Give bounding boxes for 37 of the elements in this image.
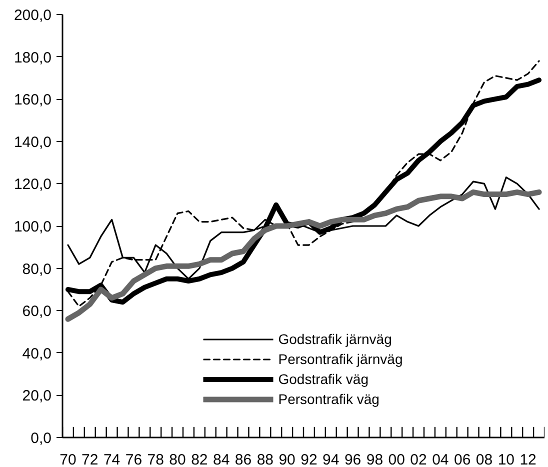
x-tick-label: 10: [498, 452, 515, 467]
x-tick-label: 90: [278, 452, 296, 467]
legend-label: Godstrafik järnväg: [278, 331, 392, 347]
x-tick-label: 76: [125, 452, 142, 467]
x-tick-label: 02: [410, 452, 427, 467]
legend-label: Godstrafik väg: [278, 371, 369, 387]
x-tick-label: 94: [322, 452, 340, 467]
y-tick-label: 60,0: [22, 303, 52, 320]
legend-label: Persontrafik järnväg: [278, 351, 403, 367]
y-tick-label: 160,0: [14, 92, 52, 109]
x-tick-label: 12: [520, 452, 536, 467]
x-tick-label: 84: [213, 452, 230, 467]
x-tick-label: 82: [191, 452, 208, 467]
x-tick-label: 80: [169, 452, 186, 467]
y-tick-label: 20,0: [22, 388, 52, 405]
y-tick-label: 180,0: [14, 49, 52, 66]
y-tick-label: 100,0: [14, 218, 52, 236]
x-tick-label: 98: [366, 452, 384, 467]
x-tick-label: 70: [60, 452, 76, 467]
legend-label: Persontrafik väg: [278, 391, 380, 407]
x-tick-label: 06: [454, 452, 471, 467]
x-tick-label: 74: [103, 452, 120, 467]
y-tick-label: 40,0: [22, 345, 52, 362]
x-tick-label: 86: [234, 452, 252, 467]
y-tick-label: 120,0: [14, 176, 52, 194]
y-tick-label: 140,0: [14, 134, 52, 151]
x-tick-label: 92: [300, 452, 318, 467]
x-tick-label: 04: [432, 452, 449, 467]
y-tick-label: 80,0: [22, 260, 52, 278]
x-tick-label: 00: [388, 452, 405, 467]
x-tick-label: 96: [344, 452, 362, 467]
x-tick-label: 72: [82, 452, 98, 467]
x-tick-label: 88: [256, 452, 274, 467]
y-tick-label: 200,0: [14, 7, 52, 24]
y-tick-label: 0,0: [30, 430, 52, 447]
x-tick-label: 08: [476, 452, 493, 467]
x-tick-label: 78: [147, 452, 164, 467]
